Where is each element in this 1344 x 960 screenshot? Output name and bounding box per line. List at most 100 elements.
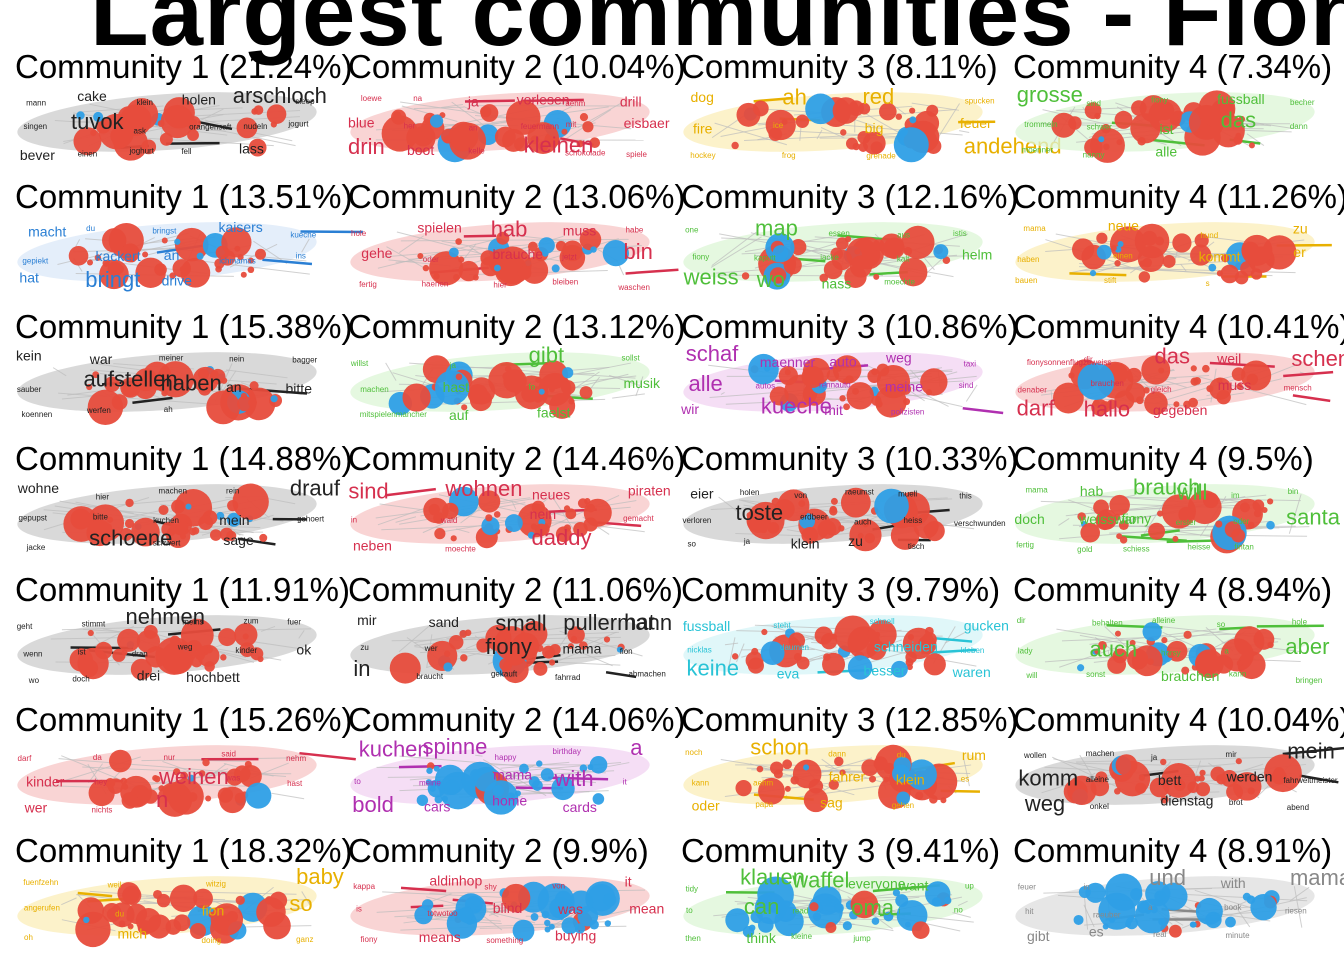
network-node [923,653,946,676]
word-label: papa [755,800,773,809]
network-node [190,922,207,939]
network-node [1194,649,1224,679]
word-label: jacke [819,253,839,262]
network-node [266,104,287,124]
word-label: habe [626,226,644,235]
community-panel: Community 3 (9.79%) fussball steht schnell g… [681,571,1009,682]
network-node [514,137,529,152]
network-edge [727,637,736,669]
word-label: sonst [1086,670,1106,679]
network-node [122,885,142,905]
network-node [536,760,543,767]
network-node [834,903,844,913]
network-node [942,256,951,265]
network-edge [1246,133,1265,146]
network-node [214,258,225,269]
word-label: hab [1080,483,1104,499]
network-node [875,385,907,418]
network-node [896,791,910,806]
network-node [441,795,448,802]
network-node [1160,758,1167,766]
network-node [773,769,783,779]
network-edge [910,369,920,380]
network-node [105,777,116,788]
word-label: gemacht [623,514,654,523]
network-node [807,893,843,929]
network-node [1195,782,1211,797]
community-panel: Community 2 (11.06%) mir sand small pullerma… [348,571,683,684]
network-node [784,369,791,376]
network-node [177,520,189,533]
network-node [196,252,204,260]
word-label: alle [689,371,723,396]
word-label: von [552,882,565,891]
network-node [1216,774,1227,785]
network-node [767,521,780,534]
word-label: is [356,905,362,914]
word-label: kinder [26,773,64,789]
word-label: weg [885,350,912,366]
network-node [1208,263,1217,272]
network-node [270,121,277,128]
network-node [933,244,949,260]
word-label: muell [898,489,917,498]
word-label: one [685,225,699,234]
network-node [748,353,779,385]
word-label: lady [1018,646,1033,655]
word-label: feuer [960,115,992,131]
network-node [570,635,578,643]
word-label: doch [1014,511,1044,527]
word-label: want [898,877,929,893]
network-node [476,638,491,653]
network-node [1109,494,1130,516]
network-node [1252,499,1265,512]
word-label: drill [620,94,642,110]
word-label: mir [1226,750,1237,759]
community-panel: Community 1 (11.91%) geht stimmt nehmenmein… [15,571,350,685]
panel-title: Community 2 (11.06%) [348,571,683,608]
panel-title: Community 2 (10.04%) [348,48,685,85]
network-node [1215,520,1223,528]
word-label: schneiden [874,639,938,655]
highlight-edge [1283,370,1334,378]
word-label: moenner [1022,146,1054,155]
highlight-edge [1069,272,1127,277]
word-label: gepiekt [22,256,49,265]
network-node [226,512,241,527]
network-node [760,641,785,666]
word-label: sauber [17,385,42,394]
network-node [531,500,545,515]
word-label: fintan [1234,543,1254,552]
word-label: von [794,491,807,500]
word-label: ja [449,361,457,370]
network-node [125,498,134,508]
network-node [402,383,431,412]
word-label: waren [952,664,991,680]
network-node [561,917,579,935]
network-node [923,524,933,535]
word-label: cards [563,799,597,815]
word-label: du [86,224,95,233]
network-edge [1058,518,1070,526]
network-node [1216,377,1223,384]
word-label: red [862,84,894,109]
word-label: weg [177,643,193,652]
network-node [873,273,880,280]
network-edge [540,494,620,532]
community-panel: Community 1 (13.51%) macht du bringst kaiser… [15,178,363,292]
network-node [756,765,764,773]
word-label: neue [1108,217,1139,233]
network-edge [398,235,424,254]
word-label: mean [629,901,664,917]
highlight-edge [463,234,497,238]
word-label: mama [1023,224,1046,233]
network-edge [1107,649,1111,659]
word-label: an [469,123,478,132]
network-node [92,371,100,379]
network-node [171,499,185,514]
word-label: gekauft [491,670,518,679]
word-label: ja [743,537,751,546]
word-label: mann [26,99,46,108]
word-label: es [961,775,969,784]
network-edge [788,913,894,932]
